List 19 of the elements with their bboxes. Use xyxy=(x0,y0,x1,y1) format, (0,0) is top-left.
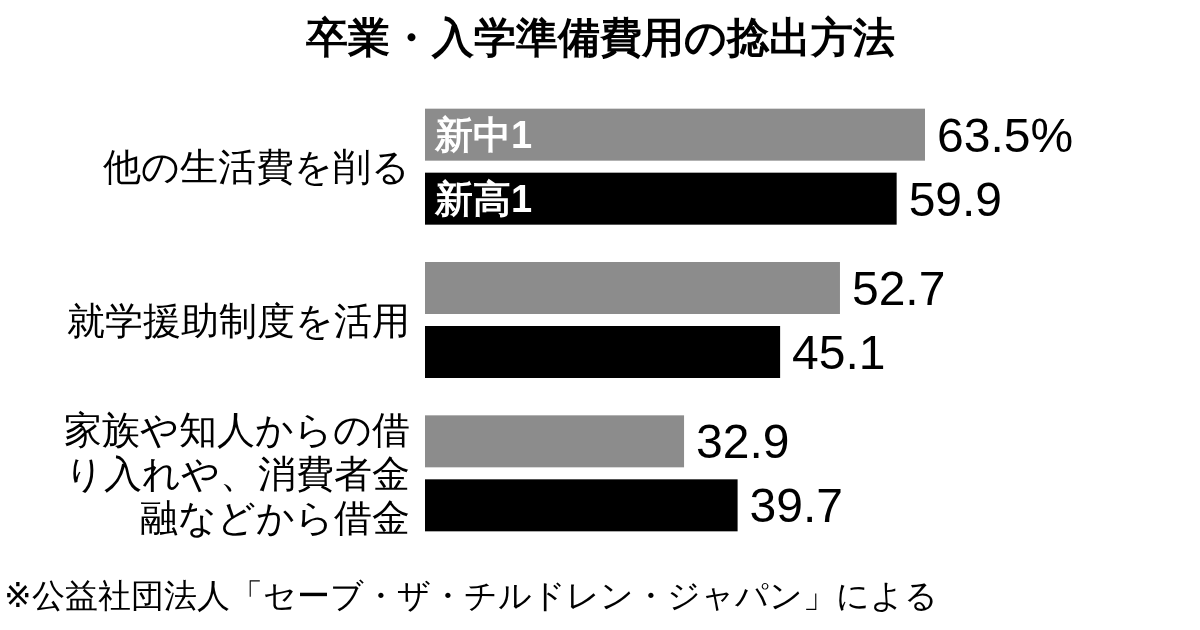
bar xyxy=(425,415,685,468)
chart-title: 卒業・入学準備費用の捻出方法 xyxy=(304,14,895,61)
series-label: 新中1 xyxy=(434,113,533,156)
text: ※公益社団法人「セーブ・ザ・チルドレン・ジャパン」による xyxy=(4,577,938,614)
bar xyxy=(425,172,897,225)
data-label: 63.5% xyxy=(937,108,1074,162)
y-tick-label: 他の生活費を削る xyxy=(103,146,410,189)
data-label: 59.9 xyxy=(908,172,1003,226)
bar xyxy=(425,108,925,161)
data-label: 39.7 xyxy=(749,479,844,533)
data-label: 32.9 xyxy=(696,415,790,469)
data-label: 45.1 xyxy=(792,326,886,379)
bar xyxy=(425,479,738,532)
series-label: 新高1 xyxy=(434,177,533,220)
y-tick-label: 家族や知人からの借り入れや、消費者金融などから借金 xyxy=(64,409,410,540)
data-label: 52.7 xyxy=(851,262,946,315)
bar xyxy=(425,262,840,314)
y-tick-label: 就学援助制度を活用 xyxy=(67,299,410,342)
bar xyxy=(425,326,781,378)
